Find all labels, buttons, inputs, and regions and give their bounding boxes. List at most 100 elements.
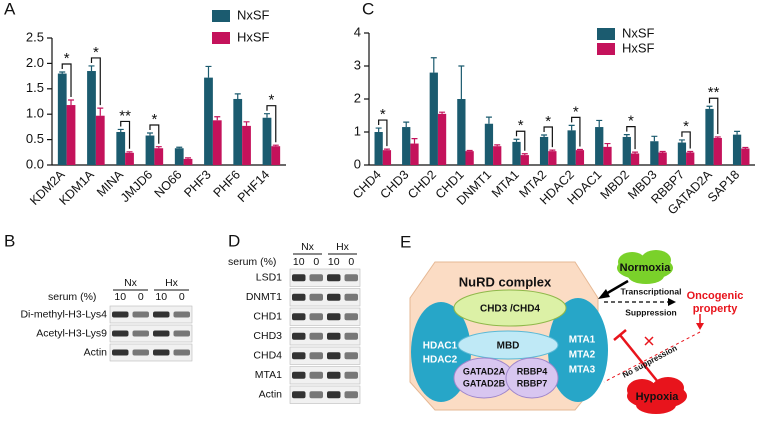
- error-bar: [146, 132, 153, 136]
- error-bar: [513, 138, 520, 142]
- error-bar: [214, 116, 221, 121]
- bar: [595, 127, 604, 165]
- error-bar: [243, 121, 250, 126]
- bar: [204, 77, 213, 165]
- y-tick-label: 2.5: [26, 29, 44, 44]
- outcome-label: property: [693, 303, 739, 315]
- node-label: Normoxia: [620, 262, 672, 274]
- blot-band: [327, 332, 341, 340]
- blot-band: [309, 371, 323, 379]
- bar: [145, 135, 155, 165]
- blot-band: [173, 349, 190, 356]
- blot-strip: [289, 307, 361, 326]
- blot-band: [173, 330, 190, 337]
- bar: [484, 123, 494, 165]
- blot-band: [292, 313, 306, 321]
- blot-band: [153, 330, 170, 337]
- blot-strip: [289, 288, 361, 307]
- row-label: Actin: [259, 389, 283, 401]
- panel-label: C: [362, 0, 374, 18]
- blot-band: [344, 391, 358, 399]
- condition-label: Hx: [165, 277, 179, 289]
- serum-label: serum (%): [48, 291, 96, 303]
- blot-band: [292, 274, 306, 282]
- x-tick-label: MBD2: [598, 168, 632, 202]
- y-tick-label: 1.5: [26, 80, 44, 95]
- x-tick-label: PHF3: [181, 168, 214, 201]
- bar: [630, 153, 640, 165]
- bar: [262, 117, 272, 165]
- legend-label: NxSF: [622, 25, 655, 40]
- blot-band: [292, 332, 306, 340]
- significance-bracket: [90, 57, 101, 106]
- legend-label: NxSF: [237, 7, 270, 22]
- significance-label: *: [268, 92, 274, 109]
- condition-label: Nx: [301, 241, 315, 253]
- bar: [650, 141, 659, 165]
- significance-bracket: [708, 97, 719, 134]
- bar: [174, 148, 184, 165]
- edge-label: Transcriptional: [621, 286, 682, 296]
- error-bar: [659, 150, 666, 153]
- error-bar: [263, 113, 270, 118]
- bar: [233, 98, 243, 165]
- blot-band: [309, 274, 323, 282]
- row-label: Di-methyl-H3-Lys4: [20, 308, 107, 320]
- blot-band: [132, 330, 149, 337]
- y-tick-label: 1.0: [26, 106, 44, 121]
- blot-band: [327, 274, 341, 282]
- bar: [658, 152, 667, 165]
- node-label: HDAC2: [423, 355, 458, 366]
- error-bar: [568, 124, 575, 131]
- blot-strip: [109, 305, 193, 324]
- bar: [713, 137, 722, 165]
- significance-bracket: [543, 126, 553, 148]
- legend-swatch: [212, 10, 230, 22]
- panel-label: E: [400, 232, 411, 251]
- node-label: MTA2: [569, 350, 596, 361]
- bar: [493, 146, 502, 165]
- rbbp-shape: [505, 357, 559, 399]
- significance-label: *: [64, 50, 70, 67]
- lane-label: 10: [114, 291, 126, 303]
- bar: [183, 158, 193, 165]
- bar: [741, 148, 750, 165]
- blot-strip: [289, 327, 361, 346]
- error-bar: [521, 153, 528, 156]
- blot-band: [292, 371, 306, 379]
- serum-label: serum (%): [228, 256, 276, 268]
- blot-band: [344, 293, 358, 301]
- legend-label: HxSF: [622, 40, 655, 55]
- bar: [125, 152, 134, 165]
- y-tick-label: 2: [354, 90, 361, 105]
- significance-bracket: [120, 120, 131, 149]
- blot-band: [344, 332, 358, 340]
- node-label: GATAD2B: [463, 378, 506, 388]
- lane-label: 0: [313, 256, 319, 268]
- blot-band: [344, 274, 358, 282]
- error-bar: [458, 65, 465, 99]
- node-label: CHD3 /CHD4: [480, 304, 540, 315]
- bar: [539, 136, 549, 165]
- significance-bracket: [61, 63, 72, 97]
- bar: [465, 151, 474, 165]
- error-bar: [430, 57, 437, 73]
- error-bar: [687, 150, 694, 153]
- error-bar: [403, 121, 410, 128]
- significance-bracket: [378, 119, 388, 147]
- chd-shape: [453, 289, 567, 327]
- bar: [512, 141, 521, 165]
- node-label: MTA3: [569, 365, 596, 376]
- x-tick-label: MTA1: [489, 168, 522, 201]
- y-tick-label: 0.5: [26, 131, 44, 146]
- significance-label: *: [518, 117, 524, 134]
- error-bar: [375, 127, 382, 132]
- blot-strip: [109, 324, 193, 343]
- x-tick-label: CHD2: [405, 168, 439, 202]
- blot-band: [153, 311, 170, 318]
- blot-band: [309, 391, 323, 399]
- bar: [603, 146, 612, 165]
- y-tick-label: 3: [354, 57, 361, 72]
- blot-band: [112, 311, 129, 318]
- blot-band: [292, 293, 306, 301]
